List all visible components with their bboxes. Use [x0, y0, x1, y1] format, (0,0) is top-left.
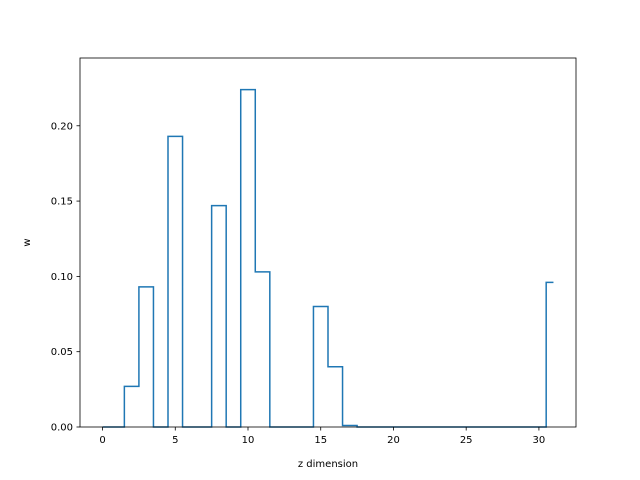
x-tick-label: 25	[460, 435, 473, 446]
y-tick-label: 0.15	[51, 197, 73, 208]
y-tick-label: 0.00	[51, 423, 73, 434]
x-axis-label: z dimension	[298, 459, 358, 470]
x-tick-label: 15	[314, 435, 327, 446]
x-tick-label: 30	[533, 435, 546, 446]
y-tick-label: 0.20	[51, 121, 73, 132]
x-tick-label: 20	[387, 435, 400, 446]
x-tick-label: 0	[99, 435, 105, 446]
y-axis-ticks: 0.00 0.05 0.10 0.15 0.20	[51, 121, 80, 434]
x-axis-ticks: 0 5 10 15 20 25 30	[99, 427, 545, 446]
y-tick-label: 0.10	[51, 272, 73, 283]
x-tick-label: 5	[172, 435, 178, 446]
y-tick-label: 0.05	[51, 347, 73, 358]
y-axis-label: w	[22, 238, 33, 246]
axes-frame	[79, 57, 577, 428]
x-tick-label: 10	[242, 435, 255, 446]
